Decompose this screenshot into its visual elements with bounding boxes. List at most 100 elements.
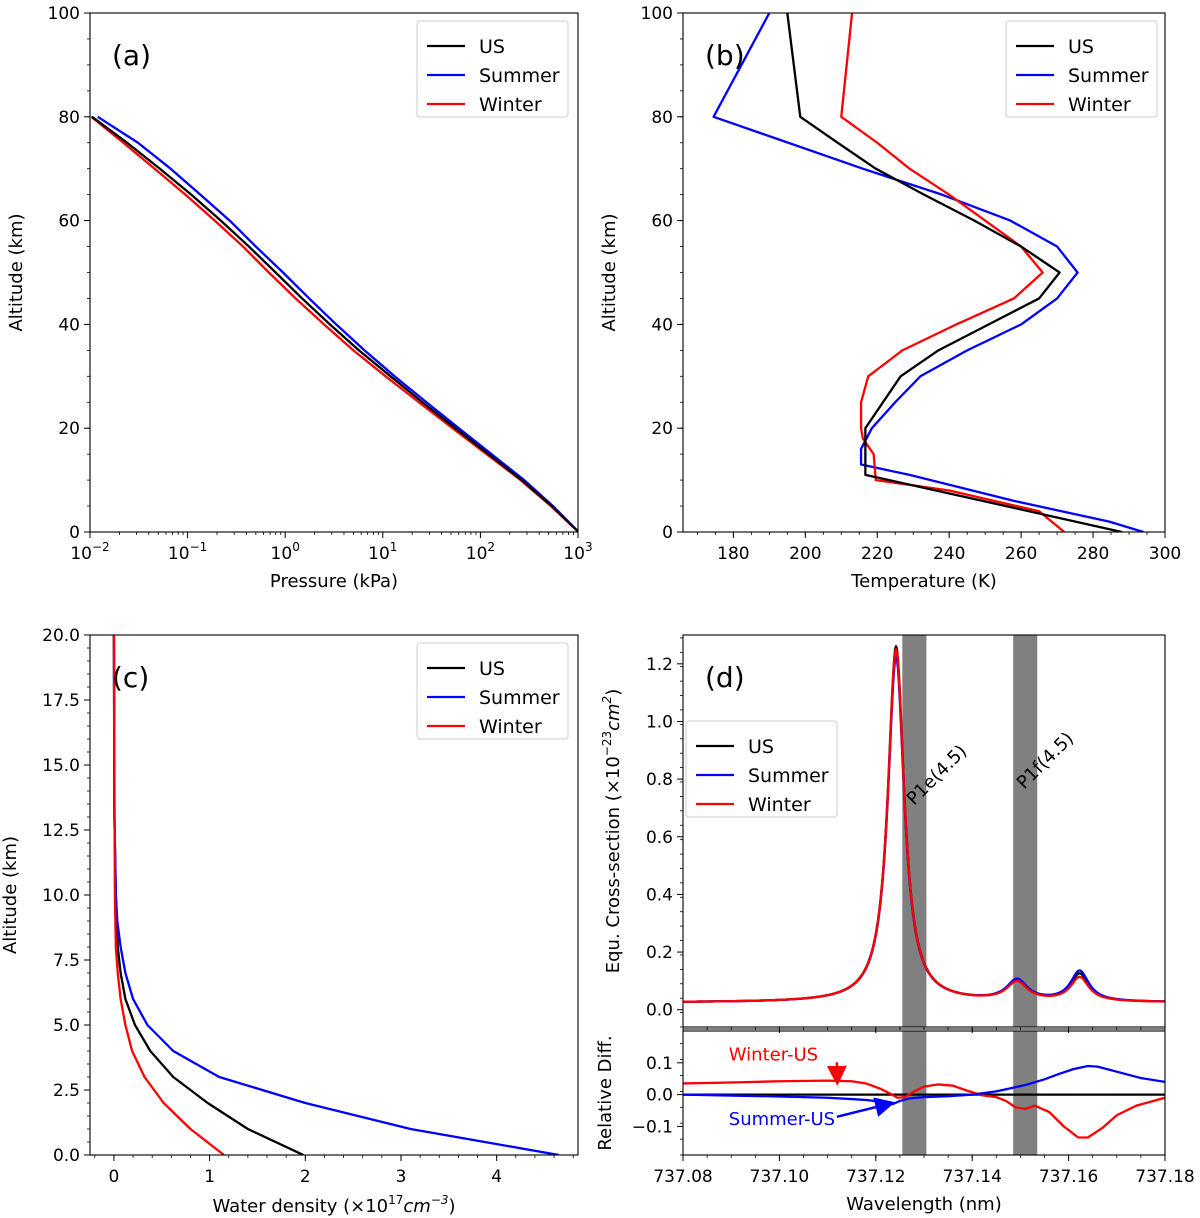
axes-frame-e [682, 1030, 1166, 1156]
x-tick-exp: 1 [390, 540, 398, 554]
diff-annotation: Summer-US [729, 1109, 835, 1130]
y-tick-label: 0.1 [646, 1054, 673, 1074]
y-tick-label: 0.0 [53, 1146, 80, 1166]
x-tick-label: 737.12 [846, 1167, 905, 1187]
series-line-summer [97, 115, 578, 532]
series-line-winter [840, 13, 1066, 532]
series-group [90, 115, 578, 532]
y-tick-label: 10.0 [42, 886, 80, 906]
legend-label-summer: Summer [479, 65, 560, 87]
y-tick-label: 80 [58, 108, 80, 128]
x-tick-label: 300 [1149, 544, 1181, 564]
y-tick-label: 60 [651, 212, 673, 232]
y-tick-label: 80 [651, 108, 673, 128]
panel-label: (a) [112, 39, 151, 72]
y-tick-label: 0 [69, 523, 80, 543]
y-tick-label: 20.0 [42, 626, 80, 646]
y-tick-label: 40 [651, 315, 673, 335]
x-tick-base: 10 [563, 544, 585, 564]
x-tick-label: 101 [368, 540, 397, 564]
series-line-winter-us [683, 1079, 1165, 1139]
y-label-suffix: ) [603, 689, 624, 696]
y-tick-label: −0.1 [632, 1117, 673, 1137]
x-tick-exp: 3 [585, 540, 593, 554]
legend-label-summer: Summer [748, 765, 829, 787]
x-tick-base: 10 [70, 544, 92, 564]
legend-label-us: US [479, 658, 505, 680]
x-tick-label: 240 [933, 544, 965, 564]
series-line-summer-us [683, 1064, 1165, 1106]
panel-c: 0 1 2 3 4 0.0 2.5 5.0 7.5 10.0 12.5 15.0 17.5 20.0 Wat… [0, 626, 579, 1217]
panel-label: (c) [112, 661, 149, 694]
y-tick-label: 0.4 [646, 885, 673, 905]
y-tick-label: 17.5 [42, 691, 80, 711]
legend-label-us: US [748, 736, 774, 758]
series-group [112, 635, 560, 1155]
x-tick-exp: −2 [92, 540, 110, 554]
x-tick-label: 10−1 [168, 540, 207, 564]
x-tick-exp: 2 [487, 540, 495, 554]
x-tick-label: 3 [396, 1167, 407, 1187]
x-tick-label: 102 [466, 540, 495, 564]
x-tick-label: 737.08 [653, 1167, 712, 1187]
panel-b: 180 200 220 240 260 280 300 0 20 40 60 80 100 Tempera… [599, 4, 1181, 592]
x-tick-label: 737.10 [750, 1167, 809, 1187]
legend-label-summer: Summer [1068, 65, 1149, 87]
y-tick-label: 1.0 [646, 712, 673, 732]
panel-label: (d) [705, 661, 745, 694]
series-line-us [91, 115, 578, 532]
legend-label-us: US [479, 36, 505, 58]
diff-annotation: Winter-US [729, 1044, 818, 1065]
x-tick-base: 10 [368, 544, 390, 564]
x-label-suffix: ) [449, 1196, 456, 1217]
y-label-prefix: Equ. Cross-section (×10 [603, 756, 624, 973]
x-axis-label: Wavelength (nm) [846, 1194, 1002, 1215]
x-tick-label: 280 [1077, 544, 1109, 564]
x-tick-label: 0 [109, 1167, 120, 1187]
y-axis-label: Altitude (km) [6, 213, 27, 331]
x-tick-label: 1 [204, 1167, 215, 1187]
transition-band-2 [1013, 1031, 1038, 1155]
annotation-arrow [836, 1097, 896, 1119]
legend-label-summer: Summer [479, 687, 560, 709]
x-label-unit-exp: −3 [431, 1193, 449, 1207]
series-line-winter [683, 647, 1165, 1003]
x-tick-label: 220 [861, 544, 893, 564]
legend-label-winter: Winter [479, 716, 542, 738]
panel-label: (b) [705, 39, 745, 72]
y-tick-label: 40 [58, 315, 80, 335]
x-axis-label: Temperature (K) [850, 571, 997, 592]
x-tick-label: 103 [563, 540, 592, 564]
series-group [712, 13, 1144, 532]
legend-label-winter: Winter [1068, 94, 1131, 116]
x-tick-base: 10 [466, 544, 488, 564]
transition-band-2 [1013, 635, 1038, 1027]
series-line-us [786, 13, 1123, 532]
y-tick-label: 5.0 [53, 1016, 80, 1036]
panel-e: 737.08 737.10 737.12 737.14 737.16 737.18 −0.1… [595, 1028, 1195, 1215]
x-tick-label: 180 [717, 544, 749, 564]
y-axis-label: Equ. Cross-section (×10−23cm2) [600, 689, 624, 973]
series-line-winter [112, 635, 225, 1155]
y-tick-label: 20 [651, 419, 673, 439]
x-tick-label: 100 [271, 540, 300, 564]
x-tick-label: 737.18 [1135, 1167, 1194, 1187]
axes-frame-c [89, 634, 579, 1156]
y-label-unit: cm [603, 703, 624, 730]
y-axis-label: Relative Diff. [595, 1035, 616, 1150]
axes-frame-a [89, 12, 579, 533]
y-label-exp: −23 [600, 731, 614, 756]
x-tick-label: 260 [1005, 544, 1037, 564]
series-line-us [112, 635, 304, 1155]
x-axis-label: Pressure (kPa) [270, 571, 398, 592]
y-tick-label: 20 [58, 419, 80, 439]
x-tick-exp: −1 [190, 540, 208, 554]
y-tick-label: 100 [641, 4, 673, 24]
y-tick-label: 60 [58, 212, 80, 232]
x-label-exp: 17 [388, 1193, 403, 1207]
x-tick-label: 200 [789, 544, 821, 564]
transition-band-1 [902, 1031, 927, 1155]
x-tick-label: 10−2 [70, 540, 109, 564]
y-tick-label: 0.2 [646, 943, 673, 963]
